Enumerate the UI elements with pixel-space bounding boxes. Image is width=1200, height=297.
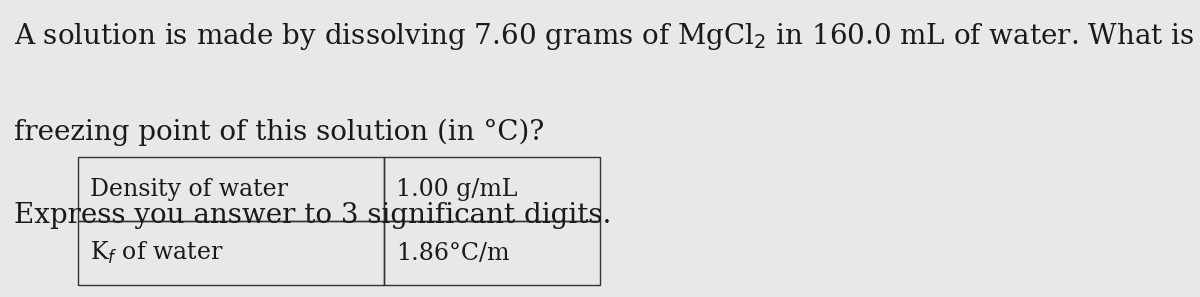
Bar xyxy=(78,157,384,221)
Text: Density of water: Density of water xyxy=(90,178,288,201)
Bar xyxy=(384,221,600,285)
Text: K$_f$ of water: K$_f$ of water xyxy=(90,240,223,266)
Text: A solution is made by dissolving 7.60 grams of MgCl$_2$ in 160.0 mL of water. Wh: A solution is made by dissolving 7.60 gr… xyxy=(14,21,1200,52)
Bar xyxy=(384,157,600,221)
Text: 1.00 g/mL: 1.00 g/mL xyxy=(396,178,517,201)
Text: Express you answer to 3 significant digits.: Express you answer to 3 significant digi… xyxy=(14,202,612,229)
Text: freezing point of this solution (in °C)?: freezing point of this solution (in °C)? xyxy=(14,119,545,146)
Text: 1.86°C/m: 1.86°C/m xyxy=(396,242,510,265)
Bar xyxy=(78,221,384,285)
